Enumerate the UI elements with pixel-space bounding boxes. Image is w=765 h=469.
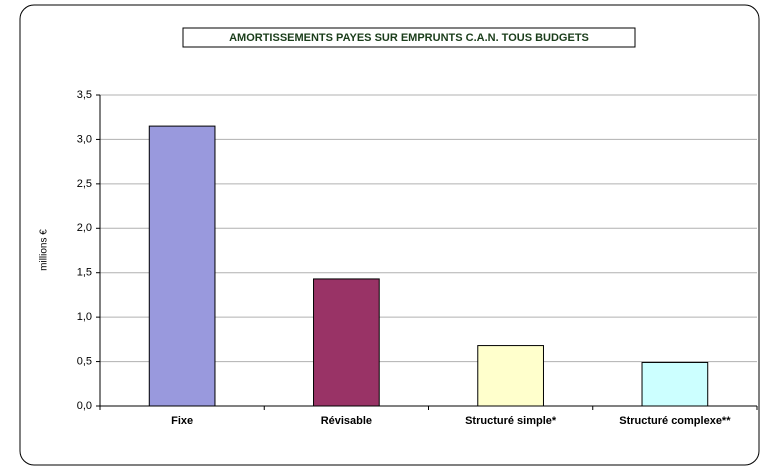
x-tick-label: Fixe <box>171 415 193 427</box>
y-tick-label: 3,0 <box>77 133 92 145</box>
x-tick-label: Révisable <box>321 415 372 427</box>
y-tick-label: 1,5 <box>77 267 92 279</box>
y-tick-label: 1,0 <box>77 311 92 323</box>
chart-title: AMORTISSEMENTS PAYES SUR EMPRUNTS C.A.N.… <box>229 32 589 44</box>
y-tick-label: 3,5 <box>77 89 92 101</box>
bar <box>148 125 216 407</box>
y-tick-label: 0,5 <box>77 355 92 367</box>
bar <box>641 361 709 407</box>
bar <box>477 345 544 407</box>
x-tick-label: Structuré complexe** <box>619 415 731 427</box>
y-tick-label: 2,0 <box>77 222 92 234</box>
title-box <box>182 27 636 48</box>
y-axis-label: millions € <box>39 229 50 271</box>
bar <box>313 278 380 407</box>
y-tick-label: 2,5 <box>77 178 92 190</box>
x-tick-label: Structuré simple* <box>465 415 557 427</box>
y-tick-label: 0,0 <box>77 400 92 412</box>
